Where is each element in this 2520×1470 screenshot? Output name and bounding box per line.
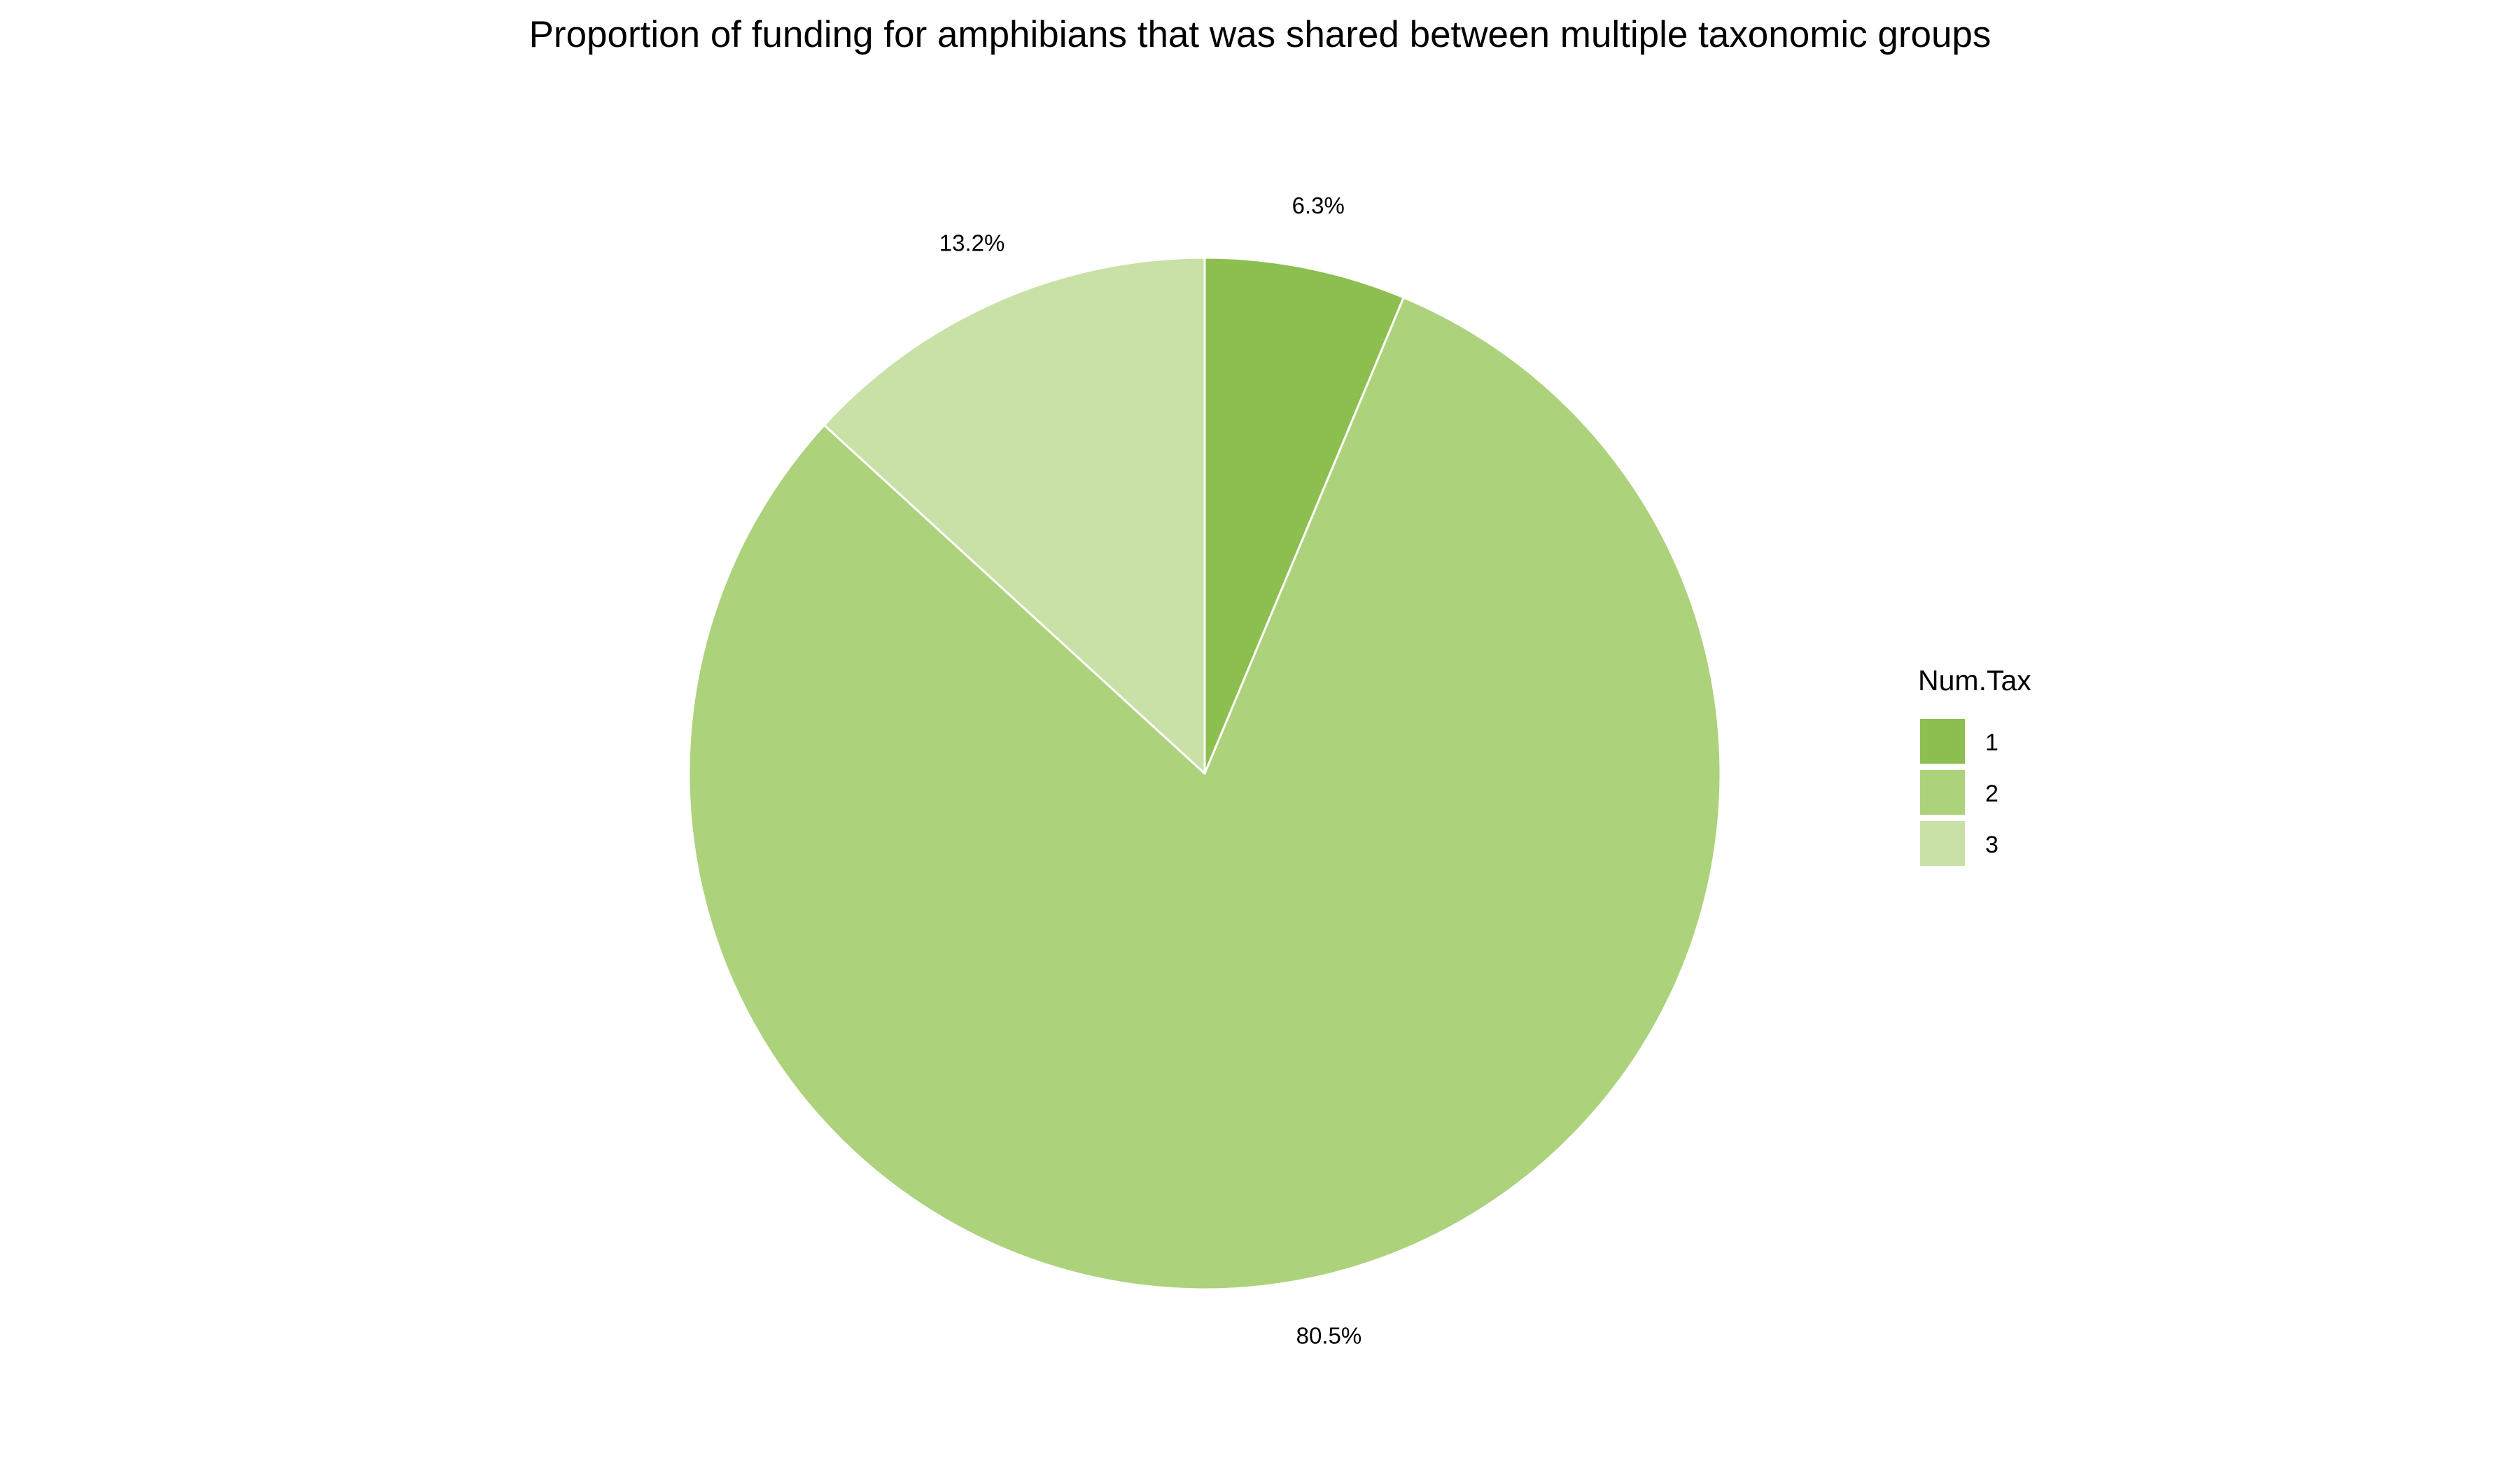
legend-swatch-1 — [1920, 719, 1965, 764]
legend-item-2: 2 — [1918, 767, 2058, 818]
pie-slices — [687, 256, 1722, 1291]
legend-label-3: 3 — [1985, 832, 1998, 858]
legend-label-1: 1 — [1985, 729, 1998, 756]
legend-title: Num.Tax — [1918, 664, 2031, 696]
pie-slice-labels: 6.3% 80.5% 13.2% — [939, 192, 1362, 1349]
pie-slice-3 — [822, 256, 1206, 775]
chart-title: Proportion of funding for amphibians tha… — [528, 14, 1991, 55]
legend: Num.Tax 1 2 3 — [1918, 663, 2128, 873]
slice-label-3: 13.2% — [939, 230, 1005, 256]
legend-swatch-3 — [1920, 821, 1965, 866]
legend-label-2: 2 — [1985, 780, 1998, 807]
legend-item-1: 1 — [1918, 716, 2058, 766]
legend-swatch-2 — [1920, 770, 1965, 815]
pie-slice-1 — [1203, 256, 1405, 775]
slice-label-2: 80.5% — [1296, 1322, 1362, 1348]
slice-label-1: 6.3% — [1292, 192, 1345, 218]
legend-item-3: 3 — [1918, 818, 2058, 869]
pie-slice-2 — [687, 296, 1722, 1291]
